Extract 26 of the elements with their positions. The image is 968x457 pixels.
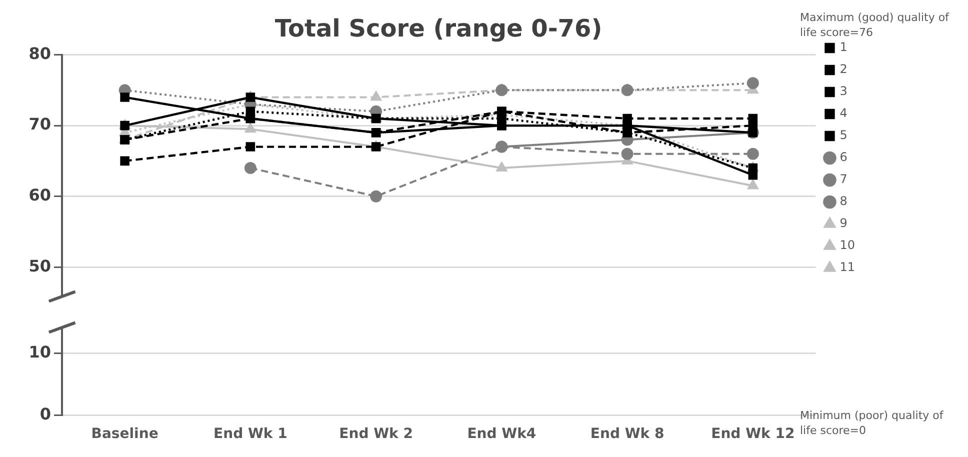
legend-label: 7: [840, 172, 848, 186]
y-tick-label: 80: [28, 44, 51, 63]
x-tick-label: End Wk 8: [590, 426, 664, 442]
text: Maximum (good) quality of life score=76: [800, 10, 950, 40]
annotation: Minimum (poor) quality of life score=0: [800, 408, 944, 438]
legend-label: 11: [840, 260, 856, 274]
x-tick-label: Baseline: [91, 426, 158, 442]
legend-label: 10: [840, 238, 856, 252]
x-tick-label: End Wk 12: [711, 426, 795, 442]
y-tick-label: 70: [28, 114, 51, 134]
legend-label: 4: [840, 106, 848, 120]
legend-label: 9: [840, 216, 848, 230]
chart-title: Total Score (range 0-76): [274, 14, 602, 43]
legend-label: 8: [840, 194, 848, 208]
x-tick-label: End Wk 2: [339, 426, 413, 442]
legend-label: 5: [840, 128, 848, 142]
legend-label: 2: [840, 62, 848, 76]
y-tick-label: 60: [28, 185, 51, 204]
x-tick-label: End Wk 1: [214, 426, 288, 442]
legend-label: 6: [840, 150, 848, 164]
x-tick-label: End Wk4: [467, 426, 536, 442]
legend-label: 3: [840, 84, 848, 98]
y-tick-label: 50: [28, 256, 51, 276]
legend-label: 1: [840, 40, 848, 54]
y-tick-label: 10: [28, 342, 51, 362]
y-tick-label: 0: [40, 404, 51, 424]
